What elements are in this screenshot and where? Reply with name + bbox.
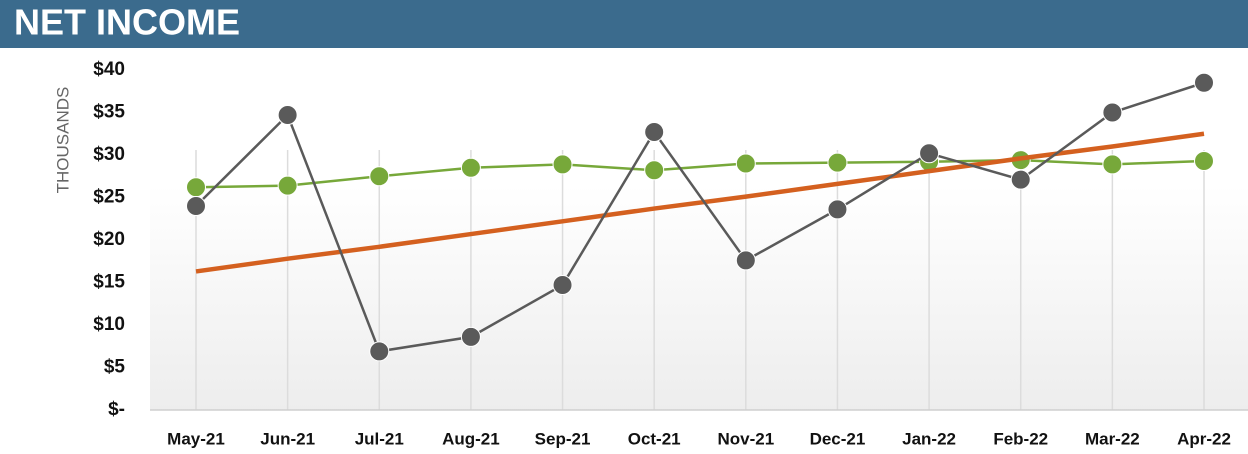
- data-point: [827, 199, 848, 220]
- data-point: [552, 275, 573, 296]
- y-tick-label: $25: [93, 187, 125, 208]
- data-point: [186, 177, 206, 198]
- data-point: [1194, 150, 1214, 171]
- x-tick-label: Oct-21: [628, 429, 681, 448]
- y-axis-label: THOUSANDS: [53, 87, 72, 194]
- y-tick-label: $-: [108, 399, 125, 420]
- data-point: [919, 143, 940, 164]
- chart-title: NET INCOME: [14, 2, 240, 43]
- series-line: [195, 158, 1205, 189]
- trend-line: [195, 131, 1205, 274]
- data-point: [369, 166, 390, 187]
- x-tick-label: Dec-21: [810, 429, 866, 448]
- data-point: [644, 160, 665, 181]
- x-tick-label: May-21: [167, 429, 225, 448]
- x-tick-label: Jul-21: [355, 429, 404, 448]
- data-point: [277, 105, 298, 126]
- y-tick-label: $10: [93, 314, 125, 335]
- x-tick-label: Aug-21: [442, 429, 500, 448]
- data-point: [277, 175, 298, 196]
- series-line: [195, 81, 1205, 353]
- data-point: [460, 326, 481, 347]
- x-tick-label: Jun-21: [260, 429, 315, 448]
- data-point: [1102, 154, 1123, 175]
- data-point: [186, 196, 206, 216]
- y-tick-label: $35: [93, 102, 125, 123]
- y-tick-label: $5: [104, 357, 126, 378]
- plot-background: [150, 185, 1248, 410]
- x-tick-label: Jan-22: [902, 429, 956, 448]
- data-point: [460, 157, 481, 178]
- data-point: [644, 122, 665, 143]
- y-tick-label: $40: [93, 59, 125, 80]
- data-point: [552, 154, 573, 175]
- x-tick-label: Apr-22: [1177, 429, 1231, 448]
- x-tick-label: Feb-22: [993, 429, 1048, 448]
- y-tick-label: $20: [93, 229, 125, 250]
- data-point: [1194, 72, 1214, 93]
- x-tick-label: Sep-21: [535, 429, 591, 448]
- y-tick-label: $15: [93, 272, 125, 293]
- data-point: [1010, 169, 1031, 190]
- data-point: [735, 250, 756, 271]
- data-point: [735, 153, 756, 174]
- y-tick-label: $30: [93, 144, 125, 165]
- data-point: [369, 341, 390, 362]
- x-tick-label: Mar-22: [1085, 429, 1140, 448]
- data-point: [1102, 102, 1123, 123]
- data-point: [827, 152, 848, 173]
- x-tick-label: Nov-21: [717, 429, 774, 448]
- header-bar: [0, 0, 1248, 48]
